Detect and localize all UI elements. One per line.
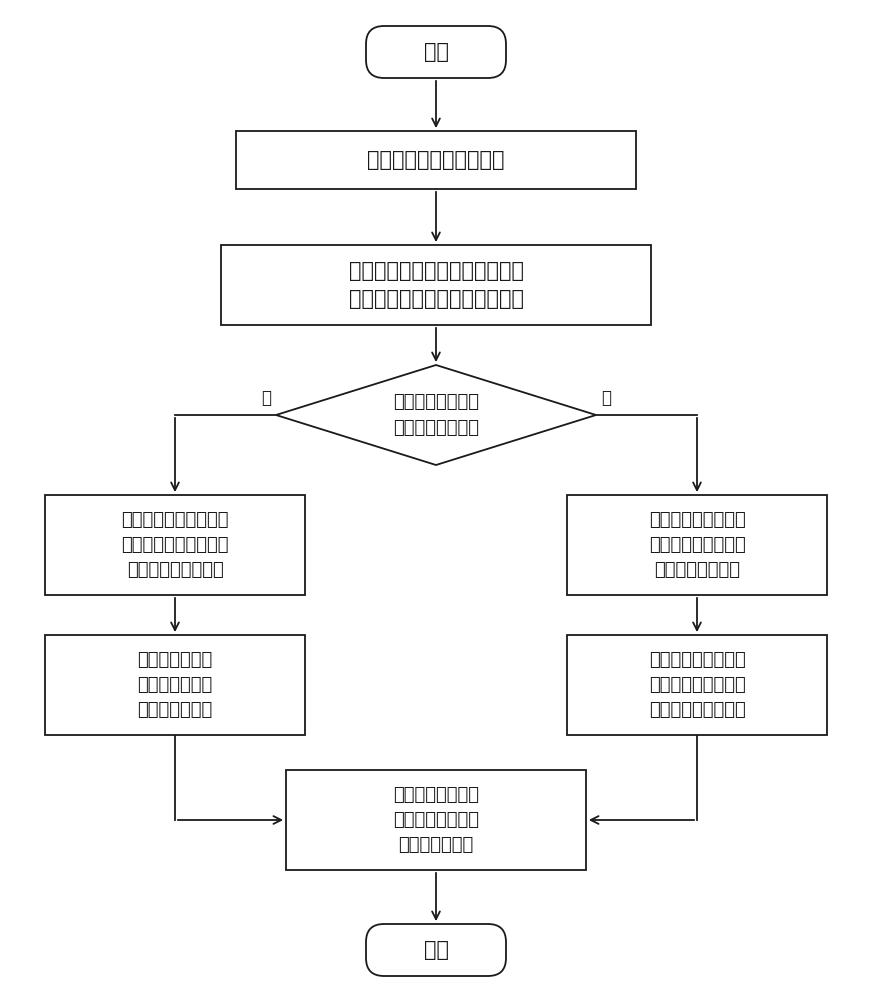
Text: 用水平集法获得液滴边缘: 用水平集法获得液滴边缘	[367, 150, 505, 170]
Bar	[567, 635, 827, 735]
Text: 根据一阶、二阶多项
式拟合误差关系选择
一阶或二阶拟合算法: 根据一阶、二阶多项 式拟合误差关系选择 一阶或二阶拟合算法	[649, 651, 746, 719]
Text: 结束: 结束	[424, 940, 448, 960]
Text: 用圆拟合、椭圆拟合、多项式拟
合法拟合刨除针管后的液滴边缘: 用圆拟合、椭圆拟合、多项式拟 合法拟合刨除针管后的液滴边缘	[349, 261, 523, 309]
Text: 根据接触角与离
心率关系选择圆
或椭圆拟合算法: 根据接触角与离 心率关系选择圆 或椭圆拟合算法	[138, 651, 213, 719]
Bar	[221, 245, 651, 325]
Text: 用多项式拟合算法根
据误差小于临界值获
得最长待拟合边缘: 用多项式拟合算法根 据误差小于临界值获 得最长待拟合边缘	[649, 511, 746, 579]
Bar	[236, 131, 636, 189]
Bar	[567, 495, 827, 595]
Text: 是: 是	[261, 389, 271, 407]
Text: 圆、椭圆拟合误差
小于多项式拟合？: 圆、椭圆拟合误差 小于多项式拟合？	[393, 393, 479, 436]
Text: 用圆拟合、椭圆拟合算
法根据误差小于临界值
获得最长待拟合边缘: 用圆拟合、椭圆拟合算 法根据误差小于临界值 获得最长待拟合边缘	[121, 511, 228, 579]
FancyBboxPatch shape	[366, 26, 506, 78]
Text: 否: 否	[601, 389, 611, 407]
Bar	[45, 635, 305, 735]
Bar	[286, 770, 586, 870]
FancyBboxPatch shape	[366, 924, 506, 976]
Polygon shape	[276, 365, 596, 465]
Bar	[45, 495, 305, 595]
Text: 开始: 开始	[424, 42, 448, 62]
Text: 用选定算法拟合待
拟合边缘，根据三
重线获得接触角: 用选定算法拟合待 拟合边缘，根据三 重线获得接触角	[393, 786, 479, 854]
